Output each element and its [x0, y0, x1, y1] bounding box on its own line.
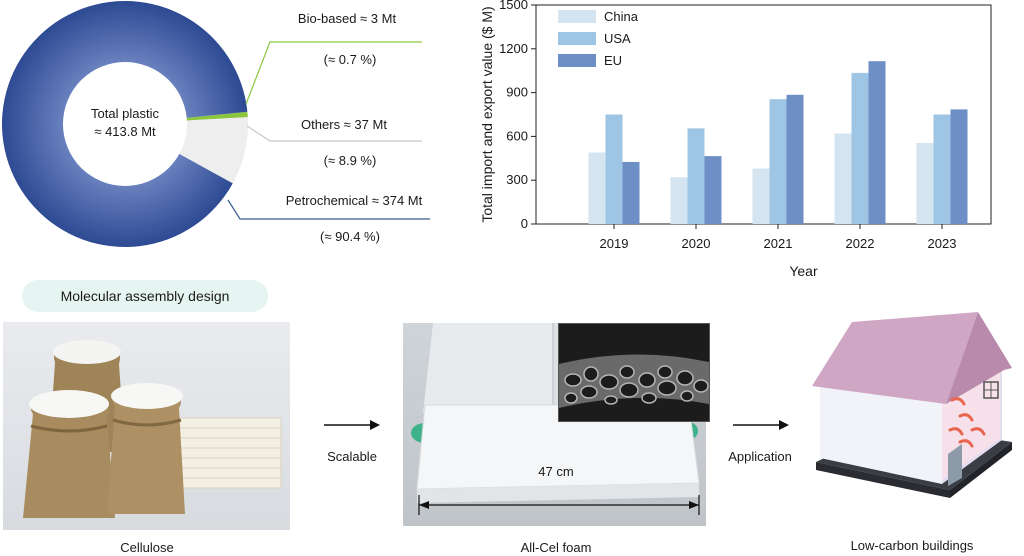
house-door [948, 444, 962, 486]
sem-micrograph-inset [558, 323, 710, 422]
foam-caption: All-Cel foam [520, 540, 592, 555]
x-tick-label: 2023 [928, 236, 957, 251]
burlap-sack-left [23, 390, 115, 518]
house-front-wall [820, 382, 942, 484]
others-percent: (≈ 8.9 %) [323, 153, 377, 168]
heat-flow-arrows [948, 397, 986, 448]
y-axis-label: Total import and export value ($ M) [479, 6, 495, 222]
legend-swatch-eu [558, 54, 596, 67]
bar-eu-2023 [950, 109, 968, 224]
bio-based-label: Bio-based ≈ 3 Mt [297, 11, 397, 26]
y-tick-label: 900 [506, 85, 528, 100]
bar-china-2020 [670, 177, 688, 224]
molecular-assembly-badge: Molecular assembly design [22, 280, 268, 312]
application-label: Application [728, 449, 792, 464]
bar-usa-2023 [933, 114, 951, 224]
legend-swatch-usa [558, 32, 596, 45]
y-tick-label: 600 [506, 128, 528, 143]
others-label: Others ≈ 37 Mt [301, 117, 387, 132]
bar-eu-2021 [786, 94, 804, 224]
donut-hole [63, 62, 187, 186]
bio-based-leader-line [245, 41, 422, 105]
scalable-label: Scalable [327, 449, 377, 464]
donut-center-title: Total plastic [91, 106, 159, 121]
bar-china-2023 [916, 142, 934, 224]
cellulose-caption: Cellulose [120, 540, 174, 555]
bar-china-2022 [834, 133, 852, 224]
legend-label-eu: EU [604, 53, 622, 68]
bar-eu-2022 [868, 61, 886, 225]
trade-value-bar-chart: 0 300 600 900 1200 1500 2019 2020 2021 2022 2023 Ye… [479, 0, 992, 279]
y-tick-label: 1500 [499, 0, 528, 12]
petrochemical-leader-line [227, 199, 430, 220]
bar-china-2019 [588, 152, 606, 224]
foam-dimension-label: 47 cm [538, 464, 574, 479]
bar-usa-2020 [687, 128, 705, 224]
others-leader-line [246, 125, 422, 142]
x-axis-label: Year [789, 263, 818, 279]
legend-swatch-china [558, 10, 596, 23]
bar-eu-2019 [622, 161, 640, 224]
petrochemical-percent: (≈ 90.4 %) [320, 229, 380, 244]
donut-center-total: ≈ 413.8 Mt [94, 124, 156, 139]
cellulose-photo [3, 322, 290, 530]
y-tick-label: 1200 [499, 41, 528, 56]
x-tick-label: 2019 [600, 236, 629, 251]
building-caption: Low-carbon buildings [850, 538, 974, 553]
house-roof [812, 312, 978, 404]
plastic-donut-chart [2, 0, 430, 247]
low-carbon-house-illustration [812, 312, 1012, 498]
application-arrow [733, 420, 789, 430]
legend-label-usa: USA [604, 31, 631, 46]
bar-usa-2021 [769, 99, 787, 224]
legend-label-china: China [604, 9, 639, 24]
bar-eu-2020 [704, 156, 722, 224]
burlap-sack-right [107, 383, 185, 514]
paper-stack [178, 417, 282, 489]
x-tick-label: 2020 [682, 236, 711, 251]
x-tick-label: 2021 [764, 236, 793, 251]
bar-usa-2019 [605, 114, 623, 224]
bar-china-2021 [752, 168, 770, 224]
petrochemical-label: Petrochemical ≈ 374 Mt [285, 193, 423, 208]
y-tick-label: 0 [521, 216, 528, 231]
y-tick-label: 300 [506, 172, 528, 187]
bio-based-percent: (≈ 0.7 %) [323, 52, 377, 67]
bar-usa-2022 [851, 72, 869, 224]
x-tick-label: 2022 [846, 236, 875, 251]
scalable-arrow [324, 420, 380, 430]
